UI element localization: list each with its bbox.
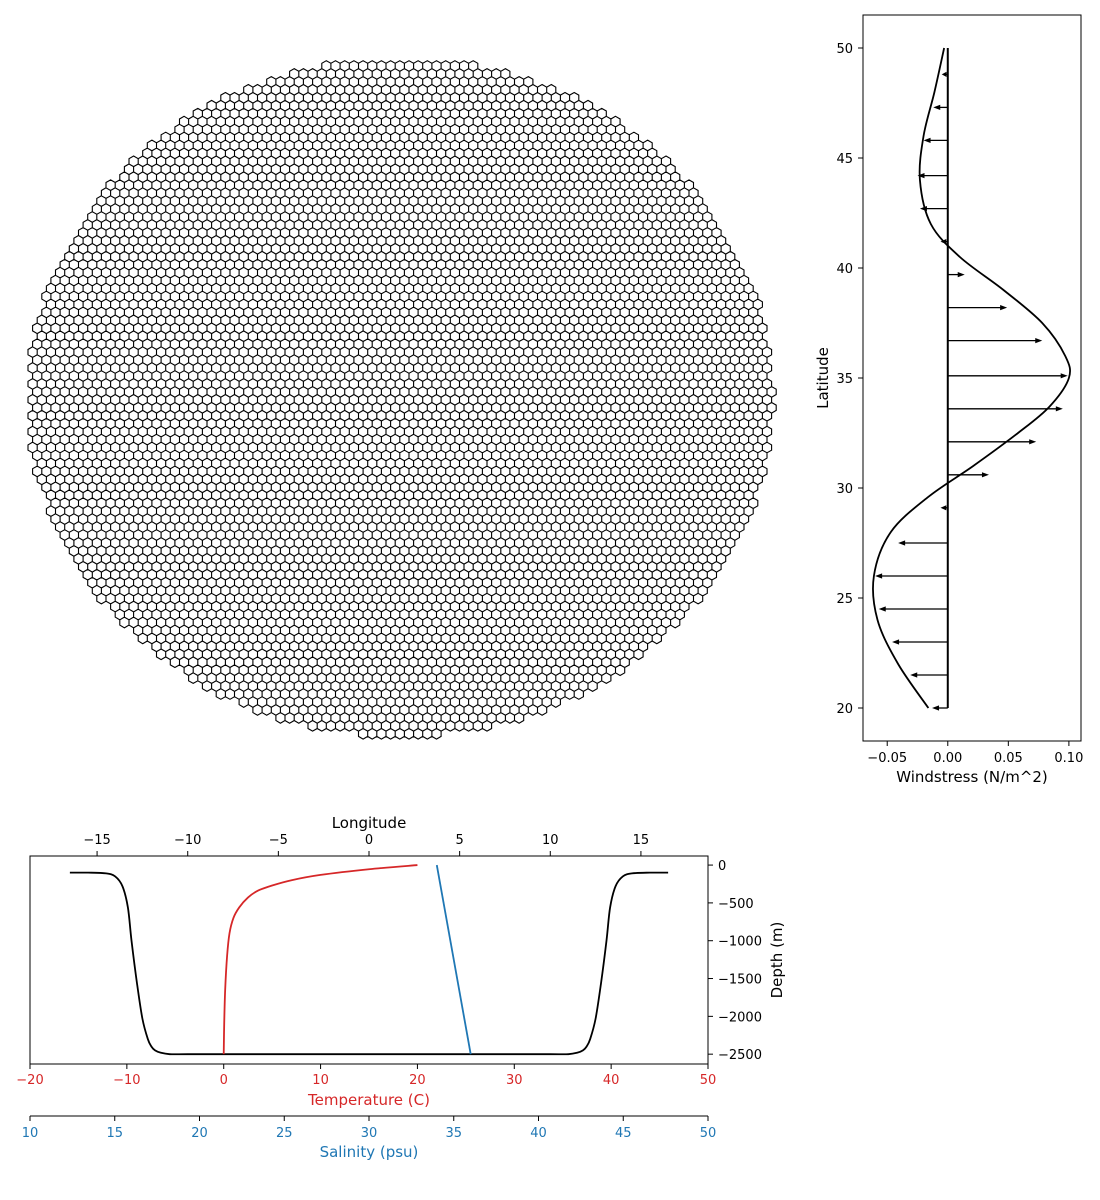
hexagonal-mesh-panel [27, 60, 777, 740]
longitude-ticks: −15 −10 −5 0 5 10 15 [83, 833, 649, 856]
windstress-x-ticks: −0.05 0.00 0.05 0.10 [867, 741, 1083, 766]
longitude-tick-label: −15 [83, 833, 110, 848]
windstress-vector-head [1035, 338, 1043, 344]
temperature-tick-label: 50 [700, 1073, 717, 1088]
depth-tick-label: −1500 [718, 973, 762, 988]
windstress-vector-head [1060, 373, 1068, 379]
windstress-vector-head [875, 573, 883, 579]
windstress-y-tick-label: 45 [836, 152, 853, 167]
windstress-curve [872, 47, 1071, 709]
depth-tick-label: 0 [718, 859, 726, 874]
windstress-vector-head [892, 639, 900, 645]
windstress-vector-head [910, 672, 918, 678]
temperature-ticks: −20 −10 0 10 20 30 40 50 [16, 1064, 716, 1088]
longitude-axis-label: Longitude [332, 814, 407, 832]
windstress-y-label: Latitude [814, 347, 832, 409]
windstress-axes-frame [862, 14, 1082, 742]
windstress-vector-head [933, 104, 941, 110]
longitude-tick-label: 10 [542, 833, 559, 848]
temperature-tick-label: 30 [506, 1073, 523, 1088]
depth-tick-label: −2000 [718, 1010, 762, 1025]
temperature-tick-label: 20 [409, 1073, 426, 1088]
windstress-y-tick-label: 25 [836, 592, 853, 607]
salinity-tick-label: 45 [615, 1126, 632, 1141]
temperature-tick-label: −10 [113, 1073, 140, 1088]
salinity-tick-label: 35 [445, 1126, 462, 1141]
salinity-tick-label: 25 [276, 1126, 293, 1141]
depth-ticks: 0 −500 −1000 −1500 −2000 −2500 [708, 859, 762, 1063]
windstress-vector-head [932, 705, 940, 711]
salinity-tick-label: 40 [530, 1126, 547, 1141]
salinity-tick-label: 15 [106, 1126, 123, 1141]
depth-tick-label: −2500 [718, 1048, 762, 1063]
temperature-axis-label: Temperature (C) [307, 1091, 430, 1109]
windstress-vector-head [941, 71, 947, 77]
salinity-tick-label: 10 [22, 1126, 39, 1141]
windstress-x-label: Windstress (N/m^2) [896, 768, 1048, 786]
temperature-tick-label: 40 [603, 1073, 620, 1088]
windstress-x-tick-label: 0.00 [933, 751, 962, 766]
windstress-vector-head [917, 173, 925, 179]
profile-panel: −15 −10 −5 0 5 10 15 0 −500 −1000 −1500 −2000 −2500… [16, 814, 786, 1161]
windstress-vector-head [878, 606, 886, 612]
temperature-tick-label: 0 [220, 1073, 228, 1088]
windstress-vector-head [940, 505, 947, 511]
windstress-y-tick-label: 20 [836, 702, 853, 717]
salinity-ticks: 10 15 20 25 30 35 40 45 50 [22, 1116, 717, 1141]
mesh-cells [27, 60, 777, 740]
depth-tick-label: −1000 [718, 935, 762, 950]
windstress-y-ticks: 20 25 30 35 40 45 50 [836, 42, 863, 717]
temperature-tick-label: 10 [312, 1073, 329, 1088]
windstress-panel: −0.05 0.00 0.05 0.10 20 25 30 35 40 45 50 Windstr… [814, 14, 1083, 786]
windstress-x-tick-label: 0.10 [1054, 751, 1083, 766]
longitude-tick-label: 0 [365, 833, 373, 848]
windstress-x-tick-label: −0.05 [867, 751, 907, 766]
salinity-tick-label: 20 [191, 1126, 208, 1141]
windstress-x-tick-label: 0.05 [994, 751, 1023, 766]
salinity-line [435, 864, 472, 1055]
longitude-tick-label: 5 [456, 833, 464, 848]
longitude-tick-label: −10 [174, 833, 201, 848]
windstress-y-tick-label: 40 [836, 262, 853, 277]
windstress-vector-head [923, 137, 931, 143]
windstress-vector-head [981, 472, 989, 478]
temperature-line [222, 864, 418, 1055]
windstress-vector-head [1029, 439, 1037, 445]
salinity-tick-label: 30 [361, 1126, 378, 1141]
windstress-y-tick-label: 50 [836, 42, 853, 57]
depth-axis-label: Depth (m) [768, 922, 786, 999]
salinity-axis-label: Salinity (psu) [320, 1143, 419, 1161]
profile-axes-frame [29, 855, 709, 1065]
depth-tick-label: −500 [718, 897, 754, 912]
bathymetry-line [69, 871, 669, 1056]
windstress-vector-head [957, 272, 965, 278]
longitude-tick-label: −5 [269, 833, 288, 848]
windstress-y-tick-label: 35 [836, 372, 853, 387]
profile-lines [69, 864, 669, 1056]
windstress-vector-head [898, 540, 906, 546]
windstress-vector-head [1055, 406, 1063, 412]
longitude-tick-label: 15 [633, 833, 650, 848]
salinity-tick-label: 50 [700, 1126, 717, 1141]
windstress-y-tick-label: 30 [836, 482, 853, 497]
windstress-vectors [875, 71, 1068, 711]
windstress-vector-head [1000, 305, 1008, 311]
temperature-tick-label: −20 [16, 1073, 43, 1088]
